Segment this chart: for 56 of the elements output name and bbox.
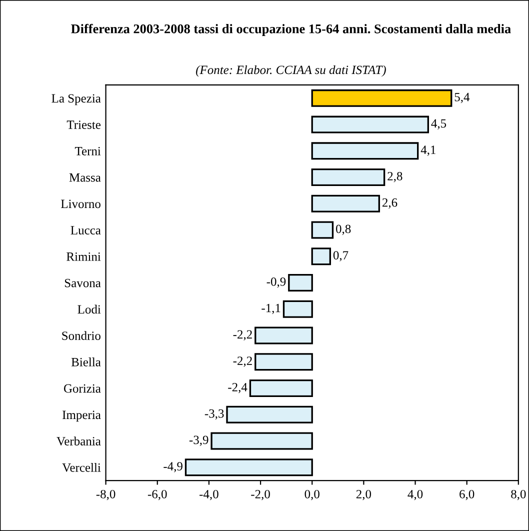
data-label: -3,9 bbox=[189, 436, 208, 446]
y-tick-label: Biella bbox=[71, 358, 101, 366]
data-label: 2,8 bbox=[388, 172, 402, 182]
x-tick-label: 4,0 bbox=[408, 490, 423, 500]
bar bbox=[254, 353, 313, 371]
x-tick-label: 2,0 bbox=[356, 490, 372, 500]
data-label: 5,4 bbox=[454, 92, 470, 104]
x-tick-label: -4,0 bbox=[200, 490, 218, 500]
bar bbox=[184, 458, 313, 476]
bar bbox=[288, 274, 313, 292]
bar bbox=[254, 326, 313, 344]
bar bbox=[226, 406, 313, 424]
bar bbox=[311, 89, 452, 107]
bar bbox=[311, 194, 380, 212]
x-tick-label: -8,0 bbox=[96, 490, 116, 500]
y-tick-label: Savona bbox=[64, 278, 101, 288]
y-tick-label: Lucca bbox=[70, 226, 101, 234]
bar bbox=[282, 300, 313, 318]
bar bbox=[311, 248, 331, 266]
data-label: -4,9 bbox=[164, 462, 182, 472]
chart-title: Differenza 2003-2008 tassi di occupazione 15-64 anni. Scostamenti dalla media bbox=[71, 24, 511, 36]
data-label: 4,1 bbox=[420, 146, 436, 156]
x-tick-label: 0,0 bbox=[304, 490, 320, 500]
y-tick-label: Gorizia bbox=[64, 384, 101, 393]
bar bbox=[311, 168, 386, 186]
data-label: 4,5 bbox=[431, 119, 446, 130]
y-tick-label: Massa bbox=[69, 173, 101, 182]
x-tick-label: -2,0 bbox=[251, 490, 270, 500]
x-tick-label: -6,0 bbox=[148, 490, 167, 500]
y-tick-label: Verbania bbox=[56, 436, 101, 446]
data-label: -1,1 bbox=[262, 304, 280, 314]
bar bbox=[210, 432, 313, 450]
data-label: -2,2 bbox=[233, 356, 252, 367]
y-tick-label: Sondrio bbox=[62, 331, 100, 340]
y-tick-label: Livorno bbox=[61, 200, 100, 208]
y-tick-label: Vercelli bbox=[62, 463, 101, 472]
y-tick-label: Lodi bbox=[78, 304, 101, 314]
chart-subtitle: (Fonte: Elabor. CCIAA su dati ISTAT) bbox=[196, 65, 386, 77]
data-label: -2,2 bbox=[233, 330, 252, 340]
y-tick-label: Imperia bbox=[62, 410, 101, 422]
data-label: 0,7 bbox=[333, 251, 348, 262]
bar bbox=[249, 380, 313, 397]
x-tick-label: 6,0 bbox=[460, 490, 474, 500]
bar bbox=[311, 142, 419, 160]
x-tick-label: 8,0 bbox=[511, 490, 526, 500]
y-tick-label: La Spezia bbox=[52, 94, 101, 106]
data-label: 2,6 bbox=[382, 198, 398, 209]
y-tick-label: Rimini bbox=[66, 252, 101, 261]
bar bbox=[311, 116, 429, 134]
y-tick-label: Terni bbox=[74, 146, 101, 156]
data-label: -0,9 bbox=[266, 277, 286, 288]
y-tick-label: Trieste bbox=[66, 120, 101, 129]
data-label: 0,8 bbox=[336, 224, 351, 235]
data-label: -2,4 bbox=[228, 382, 248, 394]
bar bbox=[311, 221, 334, 239]
data-label: -3,3 bbox=[204, 409, 224, 420]
